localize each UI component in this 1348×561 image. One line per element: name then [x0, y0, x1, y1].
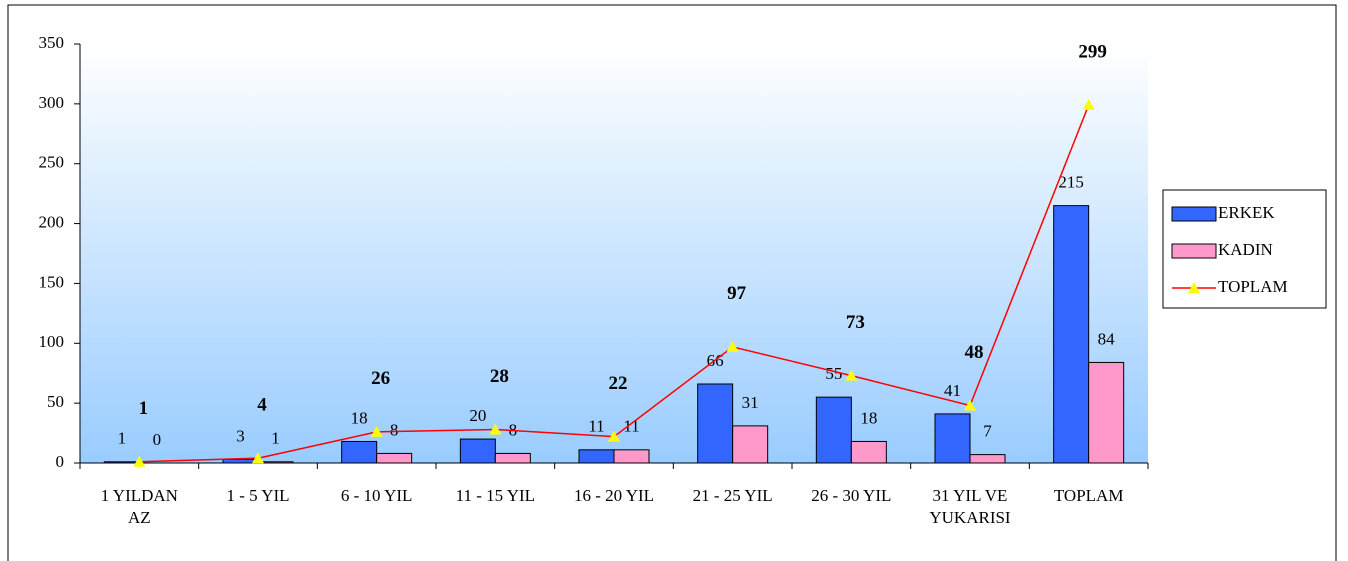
bar-label: 55: [825, 364, 842, 383]
bar-label: 84: [1098, 329, 1116, 348]
bar-label: 31: [742, 393, 759, 412]
bar-label: 20: [469, 406, 486, 425]
marker: [608, 430, 620, 442]
bar-label: 18: [351, 408, 368, 427]
legend-swatch: [1171, 206, 1217, 222]
marker: [845, 369, 858, 381]
x-tick-label: 1 - 5 YIL: [226, 486, 290, 505]
legend-label: ERKEK: [1218, 203, 1275, 222]
x-tick-label: 1 YILDAN AZ: [100, 486, 178, 527]
bar: [1053, 205, 1090, 464]
bar: [934, 413, 971, 464]
plot-area: [80, 44, 1148, 463]
y-tick-label: 100: [39, 332, 65, 351]
line-label: 73: [846, 312, 865, 333]
bar-label: 41: [944, 381, 961, 400]
x-tick-label: 26 - 30 YIL: [811, 486, 892, 505]
legend-marker: [1188, 282, 1200, 293]
chart-frame: [7, 4, 1337, 561]
bar-label: 11: [588, 417, 604, 436]
bar: [578, 449, 615, 464]
x-tick-label: 31 YIL VE YUKARISI: [929, 486, 1011, 527]
marker: [252, 452, 264, 464]
bar-label: 0: [153, 430, 162, 449]
bar: [697, 383, 734, 464]
line-label: 299: [1078, 41, 1107, 62]
legend-swatch: [1171, 243, 1217, 259]
bar: [850, 440, 887, 464]
bar: [815, 396, 852, 464]
marker: [964, 399, 976, 411]
marker: [726, 340, 739, 352]
line-label: 4: [257, 395, 267, 416]
y-tick-label: 200: [39, 212, 65, 231]
y-tick-label: 300: [39, 93, 65, 112]
line-label: 26: [371, 368, 390, 389]
bar: [376, 452, 413, 464]
bar: [613, 449, 650, 464]
bar: [103, 461, 140, 464]
bar-label: 215: [1058, 173, 1084, 192]
bar-label: 18: [860, 408, 877, 427]
marker: [370, 425, 383, 437]
bar-label: 7: [983, 422, 992, 441]
bar: [494, 452, 531, 464]
bar: [969, 454, 1006, 464]
bar-label: 8: [390, 420, 399, 439]
line-label: 28: [490, 366, 509, 387]
legend-label: TOPLAM: [1218, 277, 1288, 296]
bar-label: 1: [118, 429, 127, 448]
marker: [1082, 99, 1095, 111]
bar: [459, 438, 496, 464]
line-label: 97: [727, 283, 747, 304]
y-tick-label: 250: [39, 153, 65, 172]
bar-label: 11: [623, 417, 639, 436]
bar: [732, 425, 769, 464]
bar: [1088, 361, 1125, 464]
x-tick-label: 21 - 25 YIL: [692, 486, 773, 505]
bar: [341, 440, 378, 464]
y-tick-label: 150: [39, 272, 65, 291]
marker: [489, 423, 502, 435]
line-label: 48: [965, 342, 984, 363]
line-label: 1: [139, 398, 149, 419]
y-tick-label: 0: [56, 452, 65, 471]
bar-label: 3: [236, 426, 245, 445]
x-tick-label: 6 - 10 YIL: [340, 486, 413, 505]
bar-label: 1: [271, 429, 280, 448]
x-tick-label: TOPLAM: [1053, 486, 1124, 505]
y-tick-label: 350: [39, 33, 65, 52]
line-label: 22: [609, 373, 628, 394]
x-tick-label: 16 - 20 YIL: [573, 486, 655, 505]
marker: [133, 455, 146, 467]
legend-label: KADIN: [1218, 240, 1273, 259]
x-tick-label: 11 - 15 YIL: [455, 486, 536, 505]
y-tick-label: 50: [47, 392, 64, 411]
